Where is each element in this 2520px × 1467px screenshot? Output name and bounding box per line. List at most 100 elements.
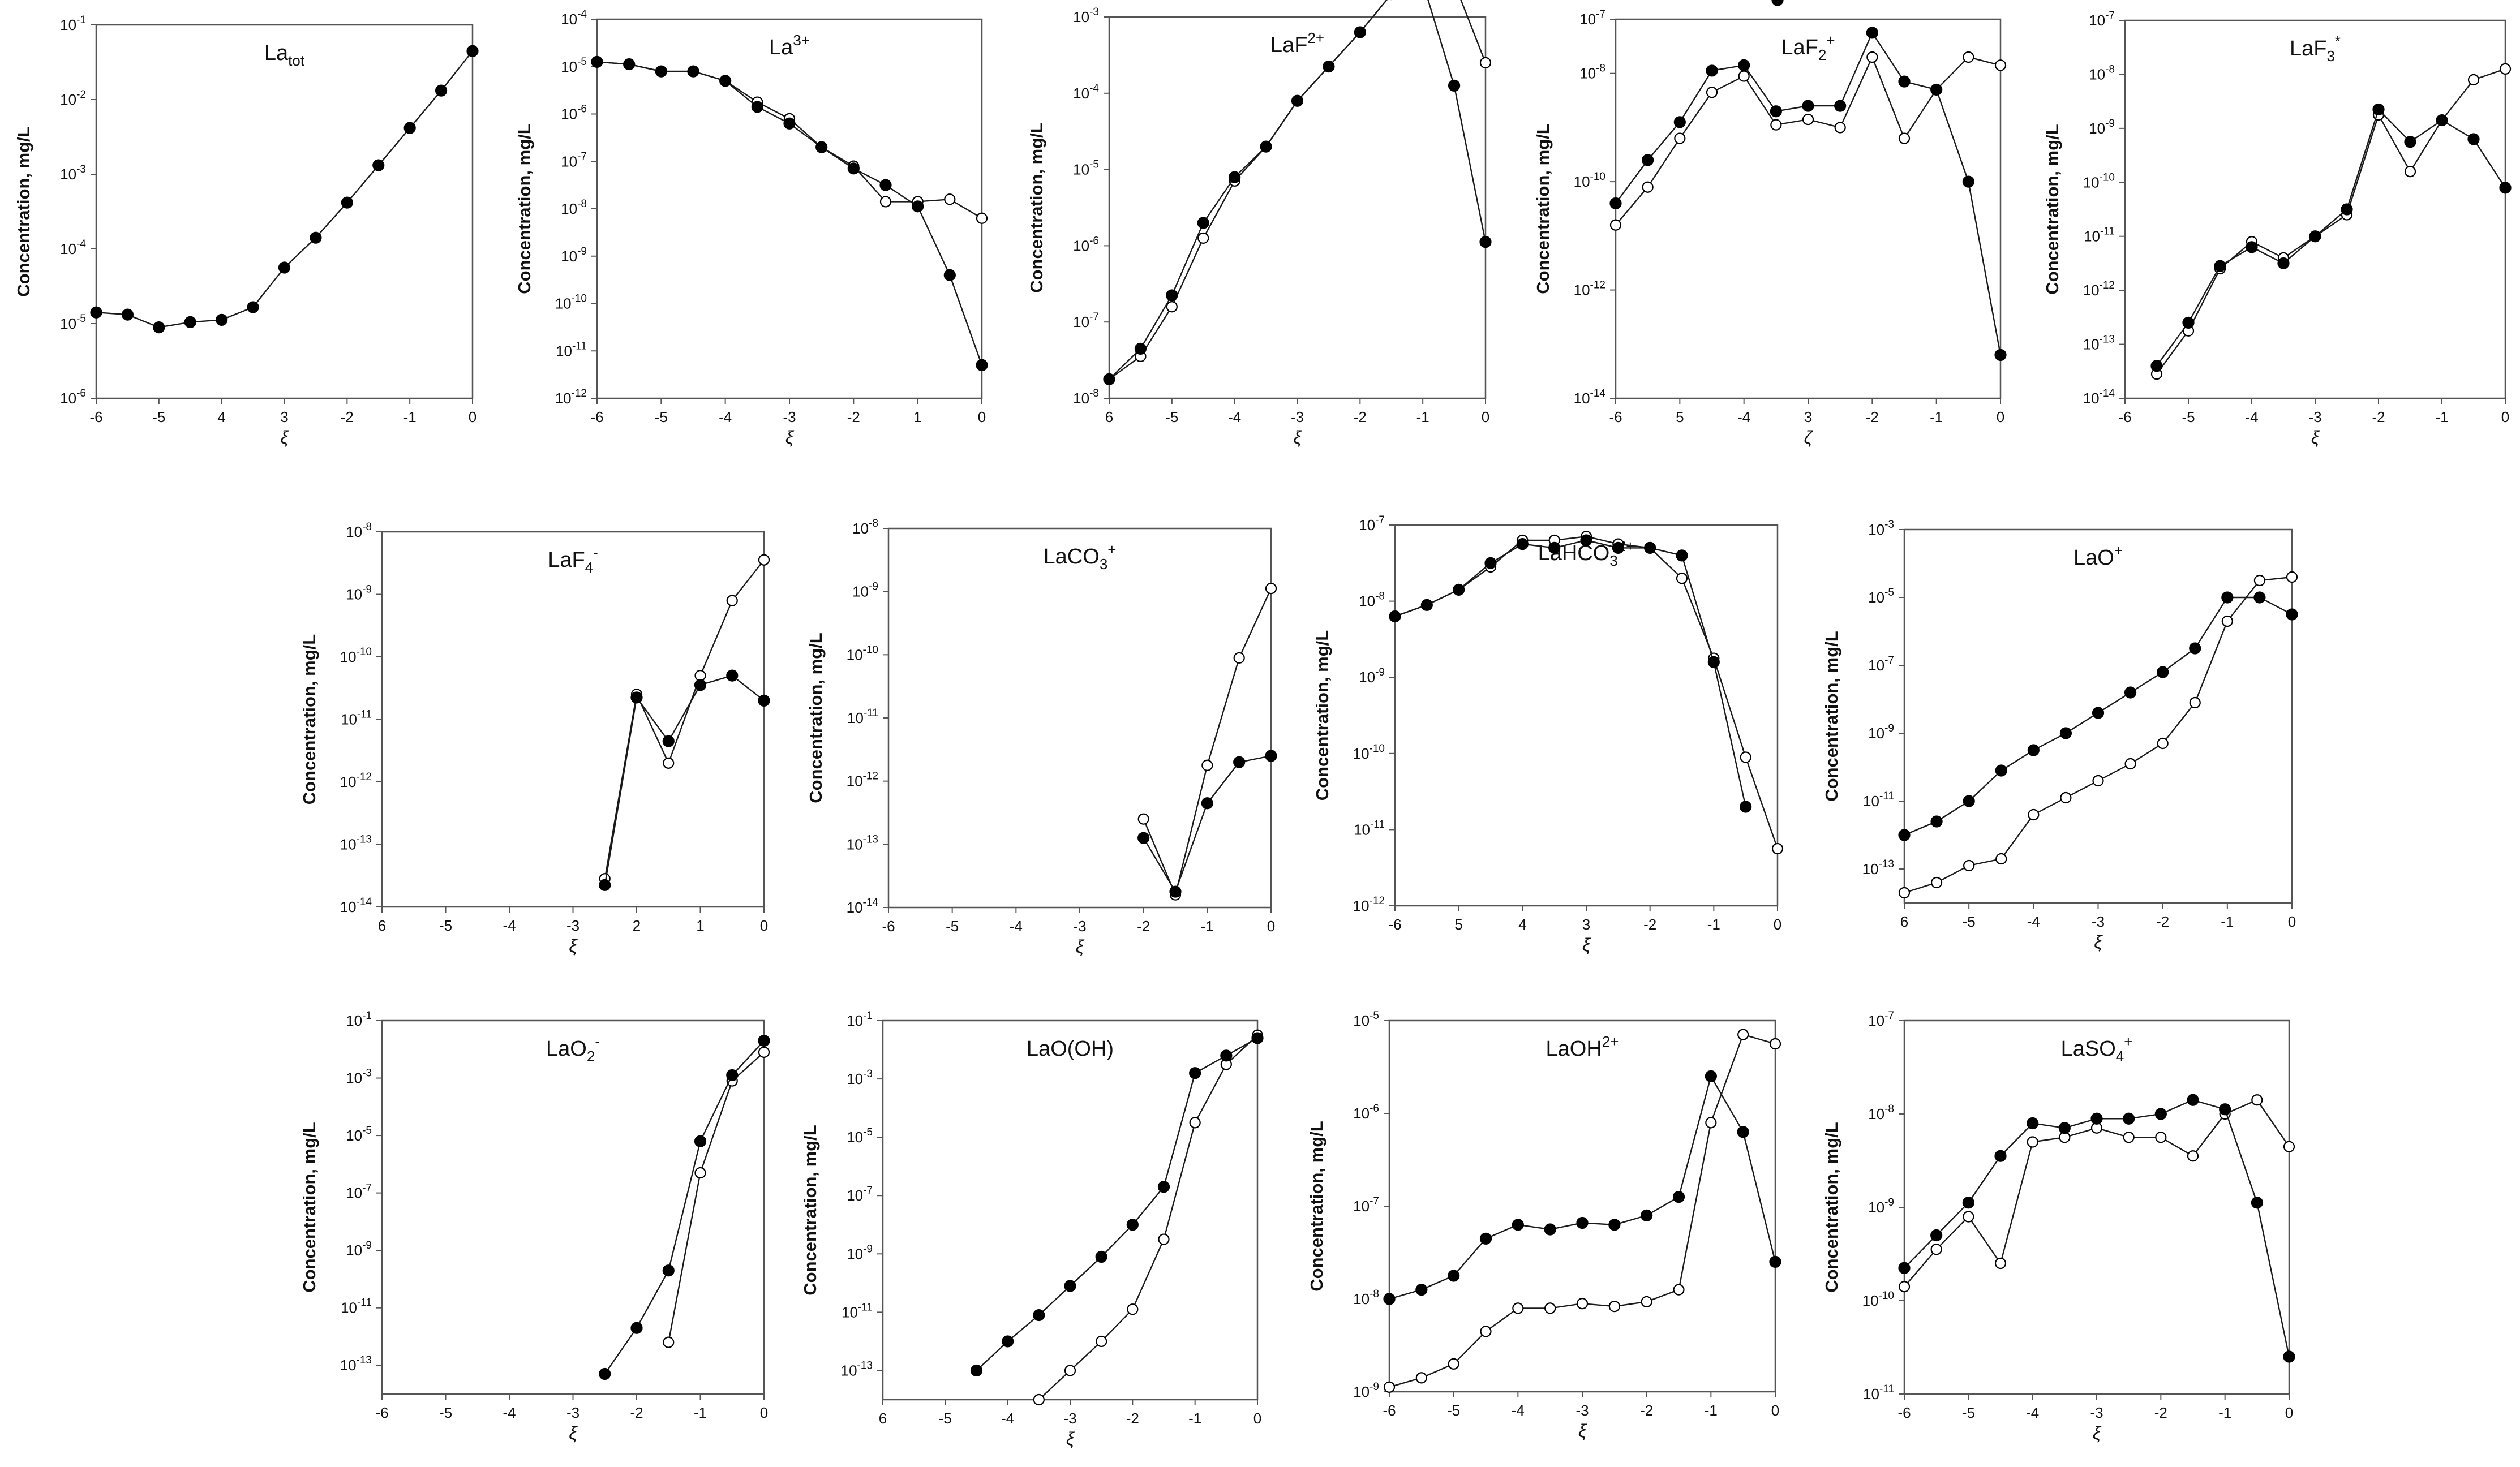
data-point xyxy=(1096,1335,1107,1348)
data-point xyxy=(1898,887,1911,899)
data-point xyxy=(2092,775,2104,787)
y-tick-base: 10 xyxy=(340,773,357,790)
chart-title-superscript: 2+ xyxy=(1602,1033,1619,1050)
data-point xyxy=(662,735,675,747)
y-tick-label: 10-6 xyxy=(1353,1103,1379,1122)
data-point xyxy=(310,231,322,244)
chart-title-subscript: 2 xyxy=(1818,46,1826,63)
data-point xyxy=(1705,1070,1717,1083)
y-tick-label: 10-10 xyxy=(847,644,878,663)
y-tick-exponent: -1 xyxy=(863,1010,873,1022)
data-point xyxy=(184,316,196,328)
data-point xyxy=(2283,1350,2295,1363)
y-tick-label: 10-3 xyxy=(1868,519,1894,538)
x-tick-label: 0 xyxy=(1997,408,2004,425)
chart-title: LaOH2+ xyxy=(1546,1033,1619,1061)
y-tick-base: 10 xyxy=(1863,793,1879,810)
y-tick-exponent: -8 xyxy=(577,198,587,210)
data-point xyxy=(2027,744,2040,756)
chart-panel: 6 -5 -4 -3 -2 -1 010-1310-1110-910-710-510-310… xyxy=(800,1010,1264,1449)
chart-title-base: La xyxy=(769,36,793,59)
data-point xyxy=(815,141,828,153)
y-tick-label: 10-14 xyxy=(2083,388,2115,407)
data-point xyxy=(1166,289,1178,302)
y-tick-base: 10 xyxy=(1868,1012,1884,1029)
x-axis-label: ξ xyxy=(280,427,289,448)
data-point xyxy=(1608,1219,1621,1231)
x-tick-label: 4 xyxy=(1518,916,1526,933)
y-tick-base: 10 xyxy=(852,520,869,537)
data-point xyxy=(1189,1067,1201,1079)
chart-panel: -6 5 4 3 -2 -1 010-1210-1110-1010-910-810-7LaH… xyxy=(1312,0,1784,955)
chart-title-subscript: 2 xyxy=(587,1048,595,1065)
y-tick-base: 10 xyxy=(60,91,76,108)
y-tick-exponent: -5 xyxy=(76,313,86,325)
y-tick-label: 10-10 xyxy=(555,293,587,312)
x-tick-label: -4 xyxy=(503,1404,516,1421)
y-axis-label: Concentration, mg/L xyxy=(800,1125,820,1295)
chart-title-superscript: + xyxy=(2114,542,2123,559)
y-tick-label: 10-6 xyxy=(60,388,86,407)
data-point xyxy=(1769,1255,1781,1268)
y-tick-exponent: -10 xyxy=(1370,743,1385,755)
data-point xyxy=(1220,1049,1233,1062)
y-tick-base: 10 xyxy=(1359,517,1375,534)
chart-title-base: La xyxy=(264,41,289,65)
data-point xyxy=(1641,1209,1653,1221)
data-point xyxy=(2058,1122,2071,1134)
x-tick-label: -6 xyxy=(2118,408,2131,425)
x-tick-label: -1 xyxy=(403,408,417,425)
y-tick-label: 10-12 xyxy=(2083,279,2115,299)
x-tick-label: -5 xyxy=(1962,1404,1975,1421)
data-point xyxy=(1737,1029,1749,1040)
x-tick-label: -2 xyxy=(1354,408,1367,425)
data-point xyxy=(1834,100,1847,112)
x-tick-label: -4 xyxy=(2026,1404,2039,1421)
data-point xyxy=(1197,217,1209,229)
y-tick-base: 10 xyxy=(60,240,76,257)
chart-panel: -6 5 -4 3 -2 -1 010-1410-1210-1010-810-7LaF2+C… xyxy=(1533,8,2007,448)
y-tick-label: 10-4 xyxy=(561,8,587,28)
x-tick-label: -3 xyxy=(2092,913,2105,930)
y-axis-label: Concentration, mg/L xyxy=(2042,124,2062,294)
data-point xyxy=(1962,1197,1974,1209)
data-point xyxy=(694,1135,707,1147)
y-tick-base: 10 xyxy=(1862,1292,1879,1309)
data-point xyxy=(1544,1302,1556,1314)
y-tick-exponent: -13 xyxy=(863,833,878,845)
y-tick-label: 10-11 xyxy=(2084,226,2115,245)
chart-title-base: LaO xyxy=(546,1037,587,1061)
data-point xyxy=(655,65,667,78)
y-tick-exponent: -2 xyxy=(76,89,86,101)
x-tick-label: -6 xyxy=(375,1404,388,1421)
data-point xyxy=(1771,0,1784,6)
y-tick-label: 10-9 xyxy=(346,584,372,603)
plot-frame xyxy=(596,18,983,399)
x-tick-label: -3 xyxy=(1073,918,1086,935)
x-tick-label: -5 xyxy=(439,917,452,934)
y-tick-label: 10-8 xyxy=(1868,1103,1894,1122)
y-tick-label: 10-10 xyxy=(340,646,372,665)
data-point xyxy=(2277,257,2290,270)
x-tick-label: -2 xyxy=(1126,1410,1139,1427)
y-tick-label: 10-12 xyxy=(847,771,878,790)
x-tick-label: 6 xyxy=(879,1410,887,1427)
x-tick-label: -1 xyxy=(2435,408,2448,425)
y-tick-exponent: -13 xyxy=(1879,858,1894,870)
x-tick-label: -4 xyxy=(2027,913,2040,930)
y-tick-exponent: -7 xyxy=(2105,10,2115,21)
plot-frame xyxy=(95,24,474,399)
x-tick-label: -5 xyxy=(1165,408,1178,425)
data-point xyxy=(1389,610,1401,623)
y-axis-label: Concentration, mg/L xyxy=(299,634,319,805)
y-tick-base: 10 xyxy=(340,836,357,853)
y-tick-label: 10-4 xyxy=(1073,83,1099,102)
series-line xyxy=(596,61,983,365)
y-tick-exponent: -10 xyxy=(2100,171,2115,183)
data-point xyxy=(1033,1309,1045,1322)
y-tick-base: 10 xyxy=(847,1187,863,1204)
plot-frame xyxy=(381,531,765,908)
y-tick-label: 10-7 xyxy=(847,1185,873,1204)
y-tick-label: 10-7 xyxy=(2089,10,2115,29)
